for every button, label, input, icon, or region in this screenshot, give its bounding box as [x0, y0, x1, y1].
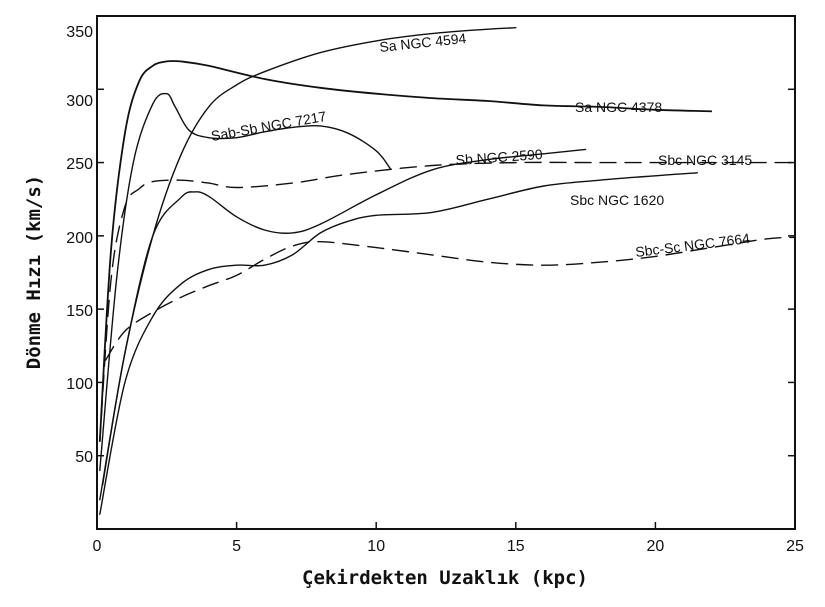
curve-label-ngc4378: Sa NGC 4378 — [575, 99, 662, 115]
x-axis-title: Çekirdekten Uzaklık (kpc) — [302, 567, 588, 589]
curve-label-ngc7217: Sab-Sb NGC 7217 — [210, 108, 328, 144]
curve-sa-ngc-4594 — [101, 27, 517, 486]
curve-sa-ngc-4378 — [98, 59, 713, 442]
y-tick-label-100: 100 — [66, 376, 93, 393]
plot-frame — [96, 15, 796, 530]
y-tick-label-250: 250 — [66, 156, 93, 173]
y-axis-title: Dönme Hızı (km/s) — [23, 175, 45, 369]
y-tick-label-50: 50 — [75, 449, 93, 466]
curve-sbc-sc-ngc-7664 — [104, 236, 796, 362]
x-tick-label-10: 10 — [367, 538, 385, 555]
y-tick-label-150: 150 — [66, 303, 93, 320]
curve-sab-sb-ngc-7217 — [99, 92, 391, 472]
curve-sbc-ngc-1620 — [99, 172, 698, 515]
x-tick-label-20: 20 — [647, 538, 665, 555]
curve-label-ngc3145: Sbc NGC 3145 — [658, 152, 752, 168]
y-tick-label-200: 200 — [66, 230, 93, 247]
curve-label-ngc7664: Sbc-Sc NGC 7664 — [634, 230, 750, 260]
curve-sbc-ngc-3145 — [99, 161, 796, 442]
y-tick-label-350: 350 — [66, 24, 93, 41]
y-tick-label-300: 300 — [66, 93, 93, 110]
x-tick-label-5: 5 — [232, 538, 241, 555]
x-axis-ticks — [96, 522, 796, 529]
curve-sb-ngc-2590 — [99, 148, 587, 501]
x-tick-label-0: 0 — [93, 538, 102, 555]
curve-label-ngc2590: Sb NGC 2590 — [455, 146, 543, 168]
x-tick-label-25: 25 — [786, 538, 804, 555]
x-tick-label-15: 15 — [507, 538, 525, 555]
curve-label-ngc1620: Sbc NGC 1620 — [570, 192, 664, 208]
curve-label-ngc4594: Sa NGC 4594 — [379, 30, 468, 55]
y-axis-ticks — [97, 15, 795, 457]
rotation-curves — [98, 27, 796, 515]
